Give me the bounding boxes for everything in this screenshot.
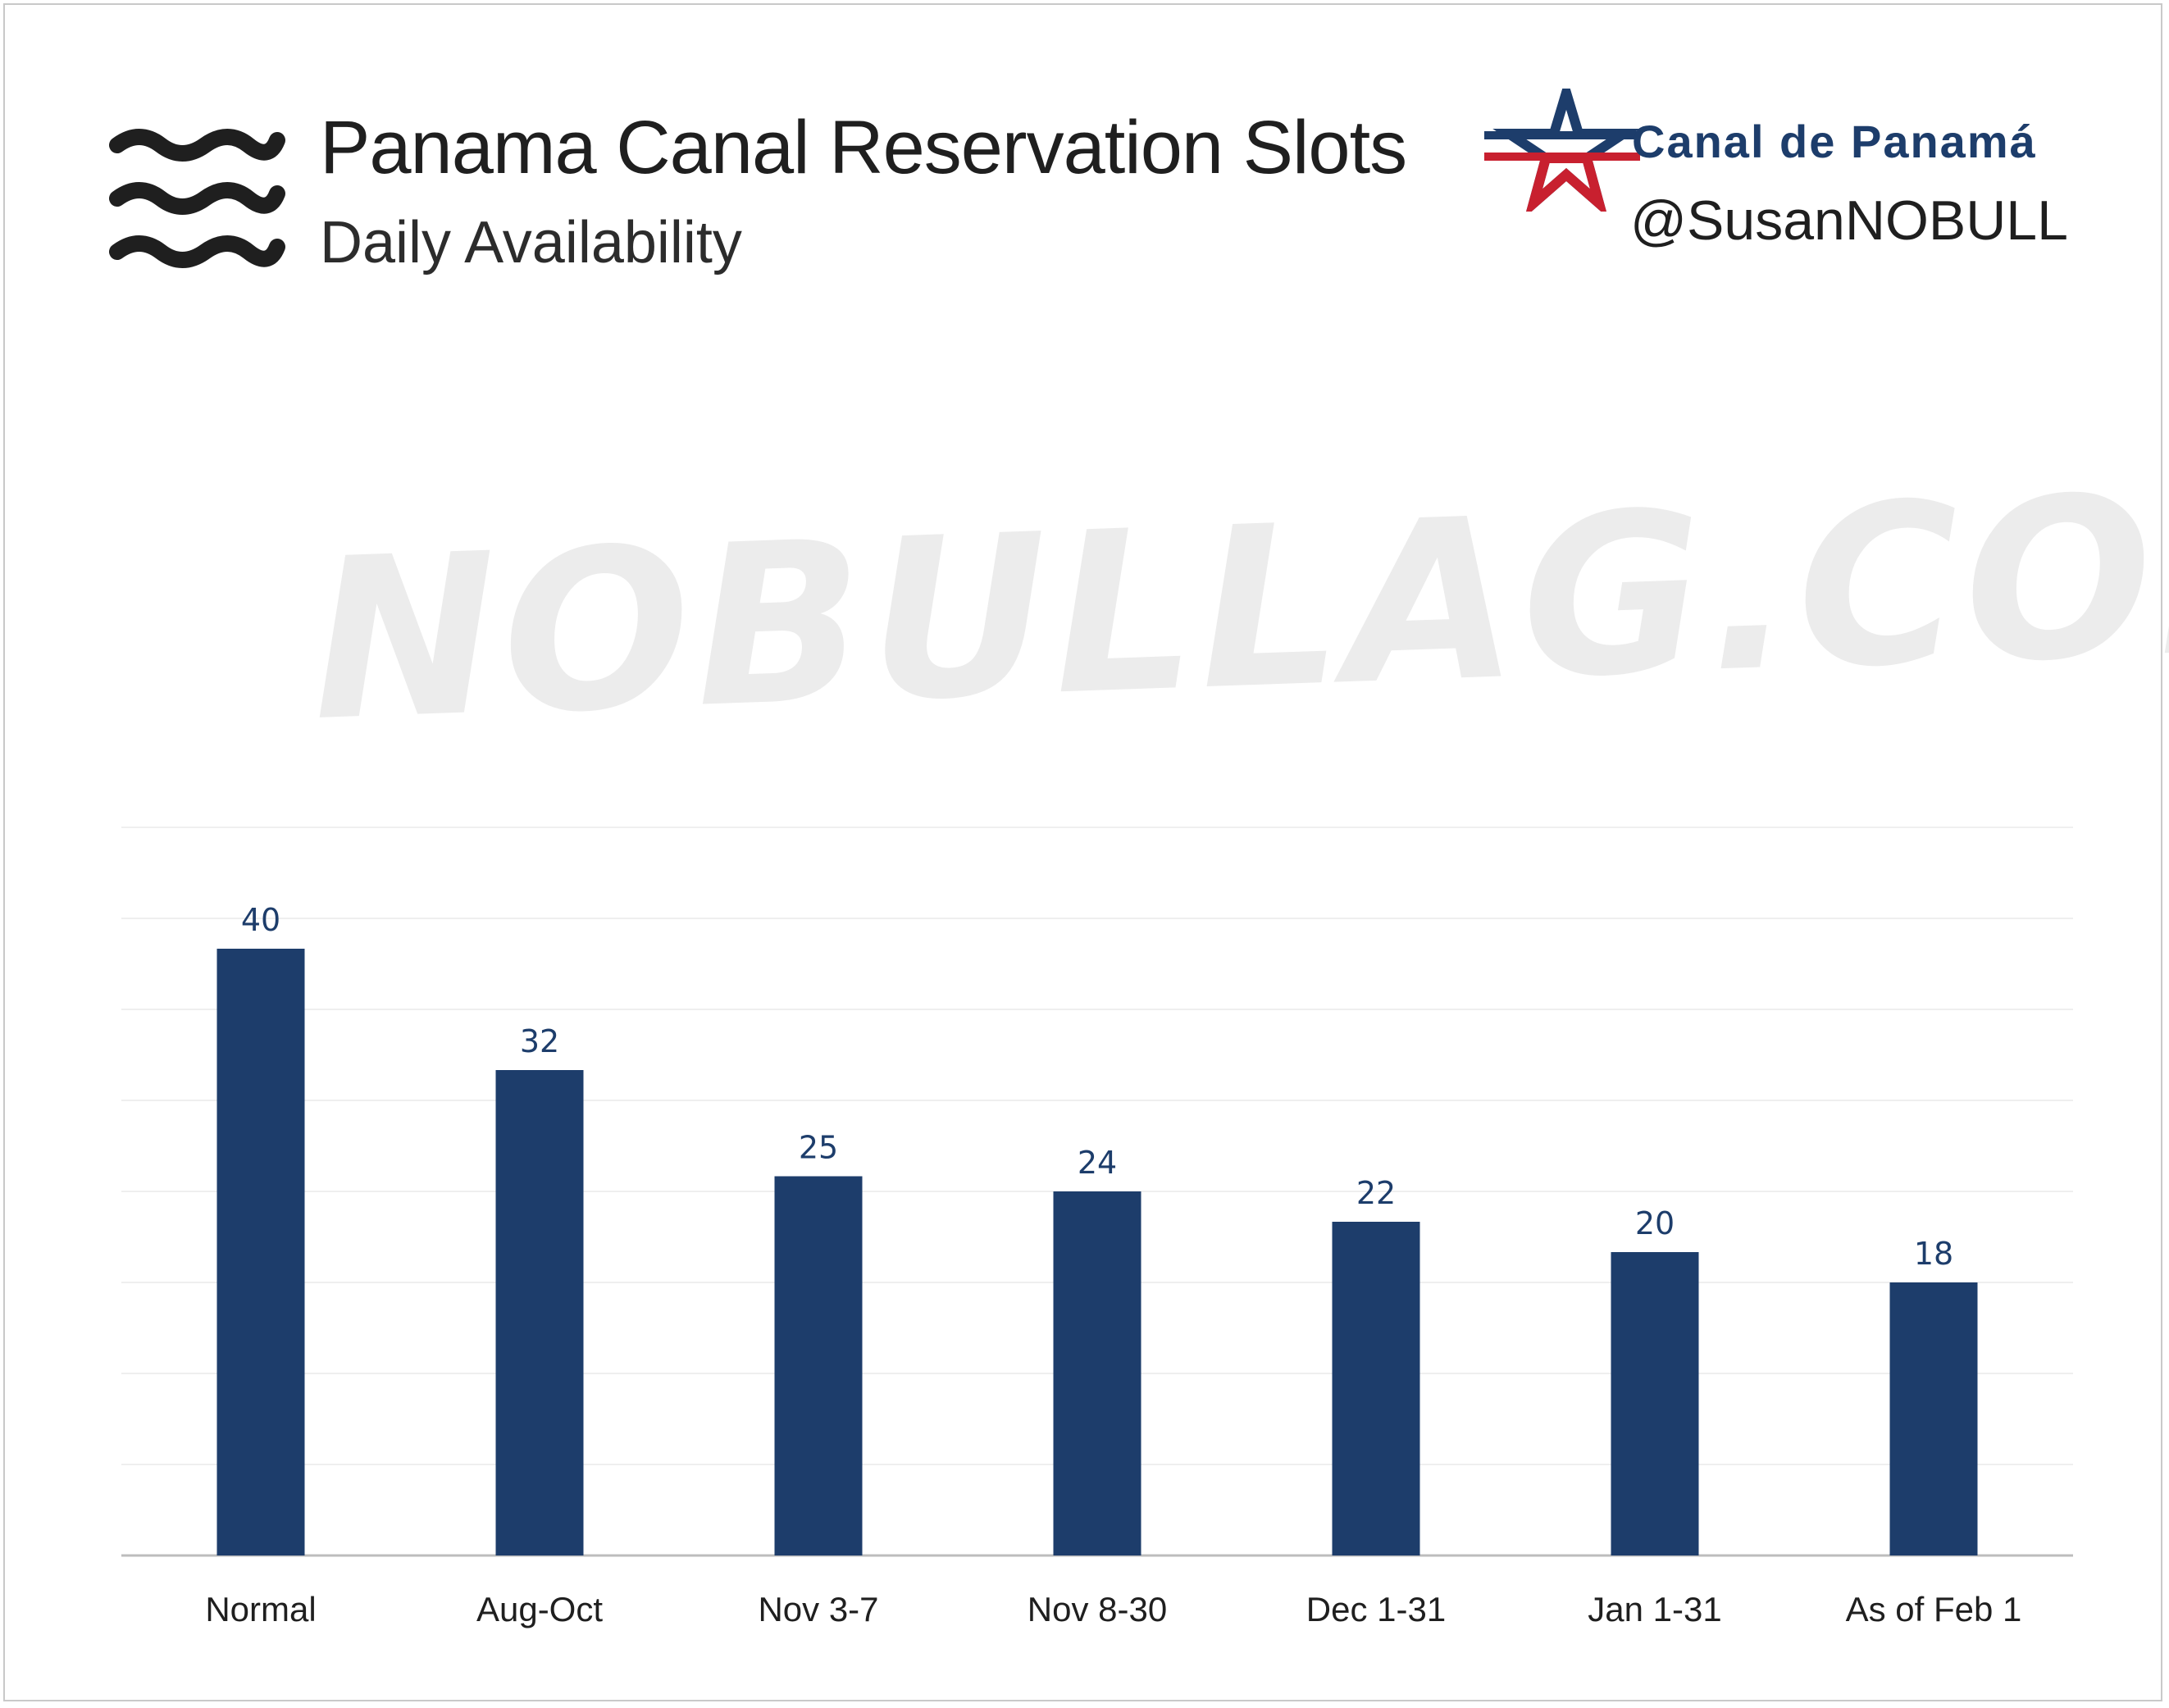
chart-title: Panama Canal Reservation Slots <box>320 106 1407 189</box>
category-label: Normal <box>205 1590 316 1628</box>
star-logo-icon <box>1484 89 1640 212</box>
bar <box>216 949 305 1555</box>
bar <box>1332 1222 1420 1555</box>
bar <box>1889 1282 1978 1555</box>
category-label: Aug-Oct <box>476 1590 603 1628</box>
data-label: 32 <box>520 1023 559 1059</box>
logo-text: Canal de Panamá <box>1632 116 2037 167</box>
category-label: Nov 3-7 <box>758 1590 878 1628</box>
category-label: Dec 1-31 <box>1306 1590 1446 1628</box>
data-label: 40 <box>241 902 280 938</box>
data-label: 20 <box>1635 1205 1675 1241</box>
waves-icon <box>109 129 285 268</box>
bar <box>774 1176 863 1555</box>
category-labels: Normal Aug-Oct Nov 3-7 Nov 8-30 Dec 1-31 Jan … <box>205 1590 2021 1628</box>
data-label: 18 <box>1914 1236 1953 1272</box>
bar <box>1053 1191 1141 1555</box>
category-label: Nov 8-30 <box>1028 1590 1167 1628</box>
data-label: 25 <box>799 1130 838 1166</box>
category-label: Jan 1-31 <box>1588 1590 1721 1628</box>
data-label: 22 <box>1356 1175 1396 1211</box>
author-handle: @SusanNOBULL <box>1630 189 2068 252</box>
bar <box>1611 1252 1699 1555</box>
category-label: As of Feb 1 <box>1846 1590 2022 1628</box>
data-labels: 40 32 25 24 22 20 18 <box>241 902 1953 1272</box>
bar <box>495 1070 584 1555</box>
chart-subtitle: Daily Availability <box>320 210 742 276</box>
bars <box>216 949 1978 1555</box>
data-label: 24 <box>1078 1145 1117 1181</box>
